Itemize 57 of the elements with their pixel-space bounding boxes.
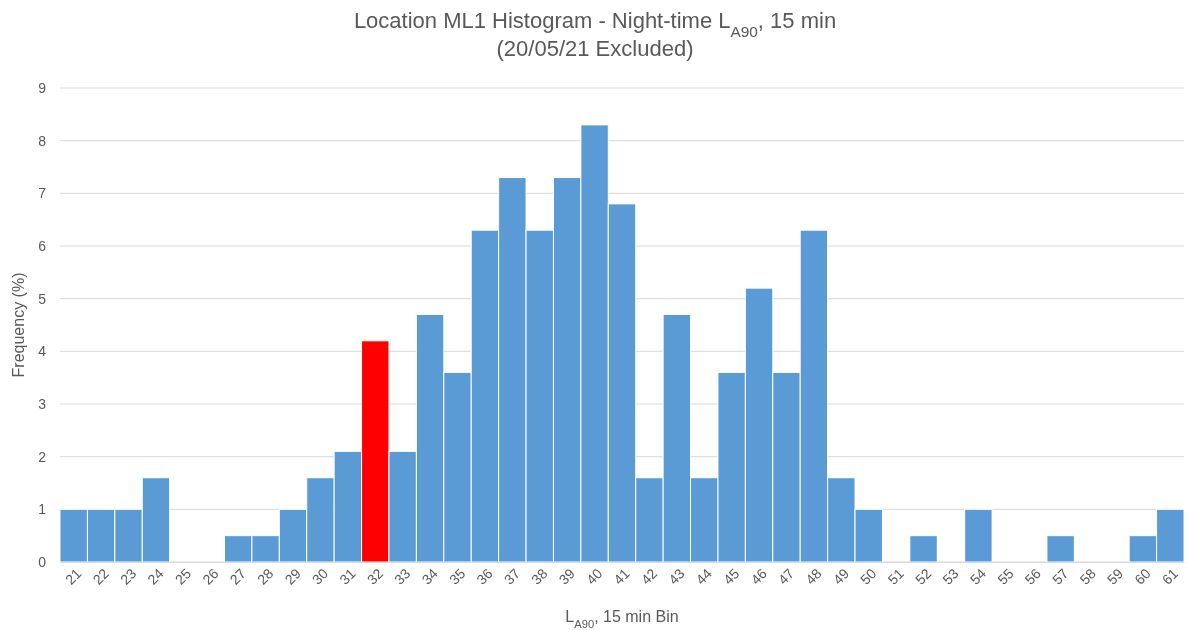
- x-tick-label: 49: [829, 565, 853, 588]
- y-tick-label: 0: [38, 553, 47, 570]
- x-tick-label: 45: [720, 565, 743, 588]
- x-tick-label: 33: [391, 565, 414, 588]
- y-tick-label: 6: [38, 237, 47, 254]
- y-tick-label: 5: [38, 290, 47, 307]
- x-tick-label: 48: [802, 565, 825, 588]
- x-tick-label: 32: [363, 565, 387, 588]
- y-tick-label: 8: [38, 132, 47, 149]
- x-tick-label: 22: [89, 565, 113, 588]
- x-tick-label: 46: [747, 565, 770, 588]
- x-tick-label: 39: [555, 565, 579, 588]
- x-tick-label: 59: [1103, 565, 1127, 588]
- x-tick-label: 24: [144, 565, 167, 588]
- x-tick-label: 61: [1158, 565, 1182, 588]
- x-tick-label: 50: [857, 565, 880, 588]
- x-tick-label: 54: [966, 565, 990, 588]
- x-tick-label: 58: [1076, 565, 1099, 588]
- x-axis-title: L$_{A90}$, 15 min Bin: [565, 608, 679, 630]
- y-tick-label: 9: [38, 79, 47, 96]
- x-tick-label: 37: [500, 565, 524, 588]
- bar: [1046, 535, 1075, 563]
- x-tick-label: 57: [1049, 565, 1072, 588]
- y-tick-label: 4: [38, 343, 47, 360]
- x-tick-label: 44: [692, 565, 716, 588]
- x-tick-label: 51: [884, 565, 908, 588]
- bar: [964, 508, 993, 563]
- y-tick-label: 2: [38, 448, 47, 465]
- bar: [909, 535, 938, 563]
- x-tick-label: 23: [116, 565, 140, 588]
- x-tick-label: 36: [473, 565, 496, 588]
- x-tick-label: 43: [665, 565, 688, 588]
- x-tick-label: 31: [336, 565, 359, 588]
- x-tick-label: 35: [445, 565, 469, 588]
- x-tick-label: 40: [583, 565, 606, 588]
- x-tick-label: 53: [939, 565, 962, 588]
- x-tick-label: 21: [62, 565, 85, 588]
- x-tick-label: 27: [226, 565, 250, 588]
- x-tick-label: 28: [254, 565, 277, 588]
- y-tick-label: 7: [38, 185, 47, 202]
- x-tick-label: 42: [637, 565, 661, 588]
- y-tick-label: 3: [38, 395, 47, 412]
- x-tick-label: 26: [199, 565, 222, 588]
- x-tick-label: 25: [171, 565, 195, 588]
- x-tick-label: 60: [1131, 565, 1154, 588]
- x-tick-label: 55: [994, 565, 1017, 588]
- x-tick-label: 56: [1021, 565, 1045, 588]
- x-tick-label: 34: [418, 565, 441, 588]
- x-tick-label: 29: [281, 565, 304, 588]
- y-tick-label: 1: [38, 501, 47, 518]
- chart-title: Location ML1 Histogram - Night-time L$_{A90}$, 15 min (20/05/21 Excluded): [353, 8, 837, 61]
- x-tick-label: 52: [911, 565, 935, 588]
- x-tick-label: 47: [774, 565, 798, 588]
- x-tick-label: 30: [308, 565, 332, 588]
- y-axis-title: Frequency (%): [10, 272, 27, 378]
- x-tick-label: 41: [610, 565, 633, 588]
- x-tick-label: 38: [528, 565, 551, 588]
